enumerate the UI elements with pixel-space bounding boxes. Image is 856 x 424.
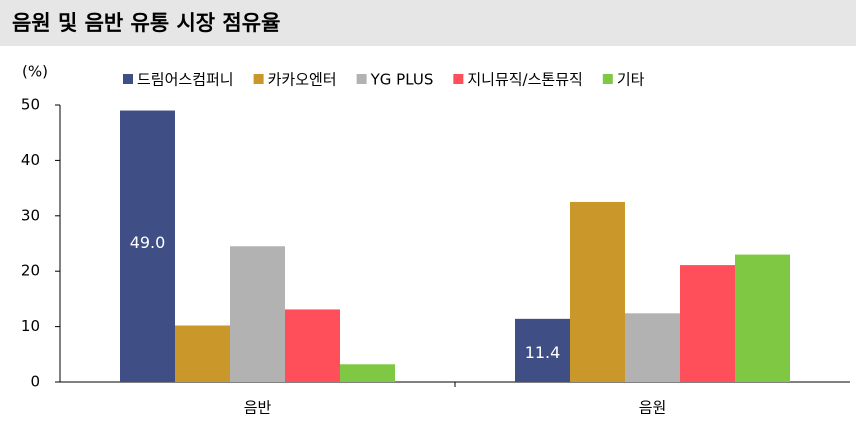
- y-tick-label: 30: [21, 206, 40, 224]
- legend-label: 드림어스컴퍼니: [137, 71, 234, 89]
- chart-title: 음원 및 음반 유통 시장 점유율: [12, 11, 280, 35]
- x-tick-label: 음원: [639, 399, 667, 417]
- bar: [570, 201, 625, 382]
- bar: [625, 313, 680, 382]
- bar: [735, 254, 790, 382]
- bar: [120, 110, 175, 382]
- legend-label: YG PLUS: [370, 71, 434, 89]
- y-tick-label: 20: [21, 262, 40, 280]
- legend-swatch: [123, 74, 133, 84]
- legend-swatch: [253, 74, 264, 84]
- legend-label: 카카오엔터: [268, 71, 337, 89]
- legend-swatch: [356, 74, 367, 84]
- y-tick-label: 10: [21, 317, 40, 335]
- bar: [175, 325, 230, 382]
- title-bar: [0, 0, 856, 46]
- legend-swatch: [602, 74, 613, 84]
- y-unit: (%): [22, 63, 48, 81]
- legend-swatch: [453, 74, 464, 84]
- bar: [515, 318, 570, 382]
- value-label: 11.4: [525, 343, 561, 362]
- legend-label: 지니뮤직/스톤뮤직: [467, 71, 582, 89]
- y-tick-label: 0: [30, 373, 40, 391]
- bar: [285, 309, 340, 382]
- y-tick-label: 50: [21, 96, 40, 114]
- x-tick-label: 음반: [244, 399, 272, 417]
- bar: [680, 265, 735, 382]
- bar: [340, 364, 395, 382]
- y-tick-label: 40: [21, 151, 40, 169]
- legend-label: 기타: [617, 71, 645, 89]
- value-label: 49.0: [130, 233, 166, 252]
- bar: [230, 246, 285, 382]
